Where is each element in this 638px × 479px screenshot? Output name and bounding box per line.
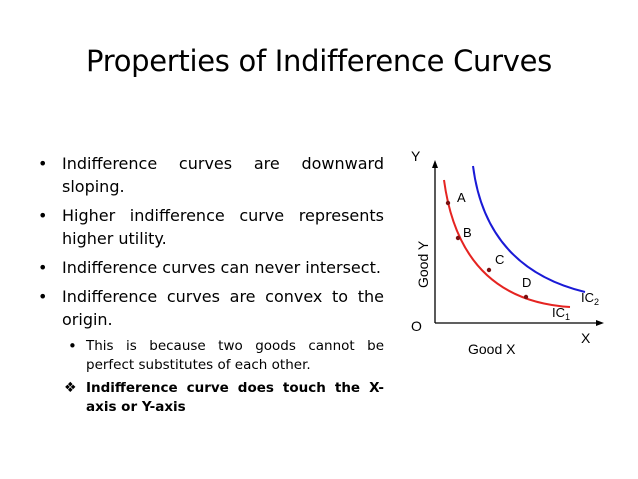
indifference-curve-2 bbox=[472, 165, 586, 293]
bullet-text: Indifference curves are convex to the or… bbox=[62, 287, 384, 329]
bullet-text: Higher indifference curve represents hig… bbox=[62, 206, 384, 248]
x-axis-letter: X bbox=[581, 330, 591, 346]
bullet-item: • Indifference curves can never intersec… bbox=[38, 256, 384, 279]
sub-bullet-item: • This is because two goods cannot be pe… bbox=[68, 337, 384, 375]
sub-bullet-dot-icon: • bbox=[68, 337, 77, 355]
point-b-label: B bbox=[463, 225, 472, 240]
sub-bullet-text: This is because two goods cannot be perf… bbox=[86, 338, 384, 373]
slide-title: Properties of Indifference Curves bbox=[86, 44, 552, 78]
bullet-dot-icon: • bbox=[38, 206, 48, 225]
bullet-dot-icon: • bbox=[38, 287, 48, 306]
point-d-marker bbox=[523, 294, 529, 300]
bullet-item: • Higher indifference curve represents h… bbox=[38, 204, 384, 250]
indifference-curve-1 bbox=[443, 179, 571, 308]
point-a-marker bbox=[445, 200, 451, 206]
origin-label: O bbox=[411, 318, 422, 334]
sub-bullet-text: Indifference curve does touch the X-axis… bbox=[86, 380, 384, 415]
y-axis-title: Good Y bbox=[415, 240, 431, 288]
bullet-list: • Indifference curves are downward slopi… bbox=[38, 152, 384, 421]
point-c-marker bbox=[486, 267, 492, 273]
bullet-item: • Indifference curves are convex to the … bbox=[38, 285, 384, 331]
point-b-marker bbox=[455, 235, 461, 241]
y-axis-letter: Y bbox=[411, 148, 421, 164]
diamond-bullet-icon: ❖ bbox=[64, 380, 77, 396]
bullet-dot-icon: • bbox=[38, 154, 48, 173]
y-axis-arrow-icon bbox=[432, 160, 438, 168]
bullet-dot-icon: • bbox=[38, 258, 48, 277]
bullet-text: Indifference curves can never intersect. bbox=[62, 258, 381, 277]
point-a-label: A bbox=[457, 190, 466, 205]
x-axis-title: Good X bbox=[468, 341, 516, 357]
bullet-item: • Indifference curves are downward slopi… bbox=[38, 152, 384, 198]
ic2-label: IC2 bbox=[581, 290, 599, 307]
x-axis-arrow-icon bbox=[596, 320, 604, 326]
indifference-curve-diagram: A B C D IC1 IC2 Y X O Good X Good Y bbox=[411, 148, 604, 357]
ic1-label: IC1 bbox=[552, 305, 570, 322]
point-c-label: C bbox=[495, 252, 504, 267]
sub-bullet-item: ❖ Indifference curve does touch the X-ax… bbox=[64, 379, 384, 417]
bullet-text: Indifference curves are downward sloping… bbox=[62, 154, 384, 196]
point-d-label: D bbox=[522, 275, 531, 290]
